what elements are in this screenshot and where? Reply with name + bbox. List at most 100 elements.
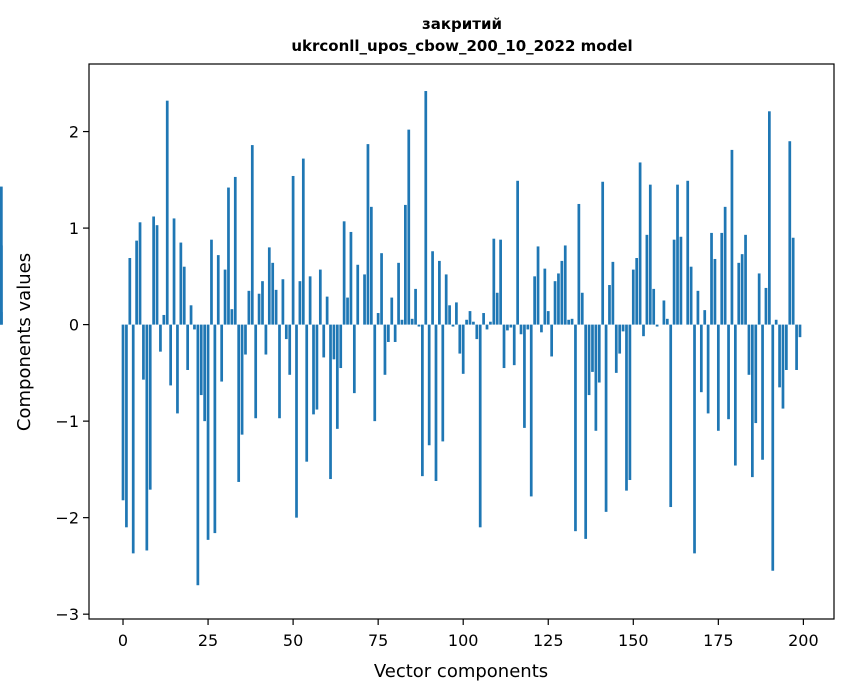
x-tick-label-3: 75 [368,631,388,650]
x-tick-label-7: 175 [703,631,734,650]
bar-142 [604,324,608,512]
bar-26 [210,239,213,325]
bar-63 [335,324,339,429]
bar-43 [267,247,271,325]
bar-73 [369,206,373,325]
bar-64 [339,324,343,369]
bar-89 [424,91,428,325]
bar-114 [509,324,513,328]
bar-47 [281,279,285,325]
bar-181 [737,262,741,325]
bar-85 [410,318,414,325]
bar-82 [400,319,404,325]
y-tick-label-2: −1 [55,412,79,431]
bar-10 [155,225,159,325]
bar-76 [380,253,383,325]
bar-14 [169,324,172,386]
bar-143 [608,285,611,325]
bar-140 [597,324,601,383]
bar-30 [223,269,227,325]
x-tick-label-0: 0 [118,631,128,650]
bar-38 [250,145,254,325]
bar-87 [417,324,421,327]
bar-170 [699,324,703,393]
bar-48 [284,324,288,340]
bar-79 [390,297,394,325]
bar-176 [720,232,724,325]
bar-195 [785,324,788,370]
bar-16 [176,324,179,414]
bar-25 [206,324,210,540]
bar-51 [295,324,298,518]
bar-122 [536,246,540,325]
plot-frame [88,63,835,620]
bar-193 [778,324,781,388]
bar-148 [625,324,628,491]
bar-24 [203,324,207,422]
bar-136 [584,324,588,539]
bar-145 [614,324,618,373]
bar-121 [533,276,536,325]
bar-139 [594,324,598,431]
bar-105 [478,324,482,528]
bar-197 [791,237,795,325]
bar-23 [199,324,203,396]
bar-128 [557,273,560,325]
bar-103 [472,321,475,325]
bar-54 [305,324,309,462]
bar-90 [427,324,431,446]
bar-133 [574,324,577,532]
bar-88 [421,324,424,477]
bar-2 [128,258,132,325]
bar-109 [492,238,496,325]
bar-157 [655,324,659,327]
bar-107 [485,324,489,330]
x-tick-label-4: 100 [448,631,479,650]
bar-41 [261,281,264,325]
x-tick-label-8: 200 [788,631,819,650]
bar-131 [567,319,571,325]
bar-75 [376,313,380,325]
bar-18 [182,266,186,325]
bar-29 [220,324,224,382]
bar-198 [795,324,798,370]
bar-22 [196,324,200,586]
bar-159 [662,300,666,325]
bar-55 [308,276,312,325]
bar-68 [352,324,356,394]
bar-151 [635,258,639,325]
bar-156 [652,288,656,325]
bar-66 [346,297,349,325]
bar-189 [764,287,768,325]
bar-180 [733,324,737,466]
bar-138 [591,324,594,372]
bar-1 [125,324,128,528]
ticks-group: 0 25 50 75 100 125 150 175 200 −3 −2 −1 0 1 2 [55,123,818,650]
bar-77 [383,324,387,375]
bar-147 [621,324,625,332]
bar-150 [631,269,635,325]
bar-152 [638,162,642,325]
y-tick-label-3: 0 [69,316,79,335]
bar-96 [448,305,451,325]
chart-title-line2: ukrconll_upos_cbow_200_10_2022 model [291,37,632,55]
bar-154 [645,234,649,325]
bar-191 [771,324,775,571]
bar-4 [135,240,138,325]
bar-71 [363,274,366,325]
bar-92 [434,324,438,481]
bar-160 [665,318,669,325]
bar-5 [138,222,142,325]
bar-34 [237,324,241,482]
bar-202 [0,245,3,325]
bar-130 [563,245,567,325]
bar-194 [781,324,785,409]
bar-144 [611,261,615,325]
bar-40 [257,293,261,325]
bar-46 [278,324,281,419]
bar-12 [162,314,166,325]
bar-117 [519,324,523,335]
bar-11 [159,324,162,352]
bar-135 [580,292,584,325]
